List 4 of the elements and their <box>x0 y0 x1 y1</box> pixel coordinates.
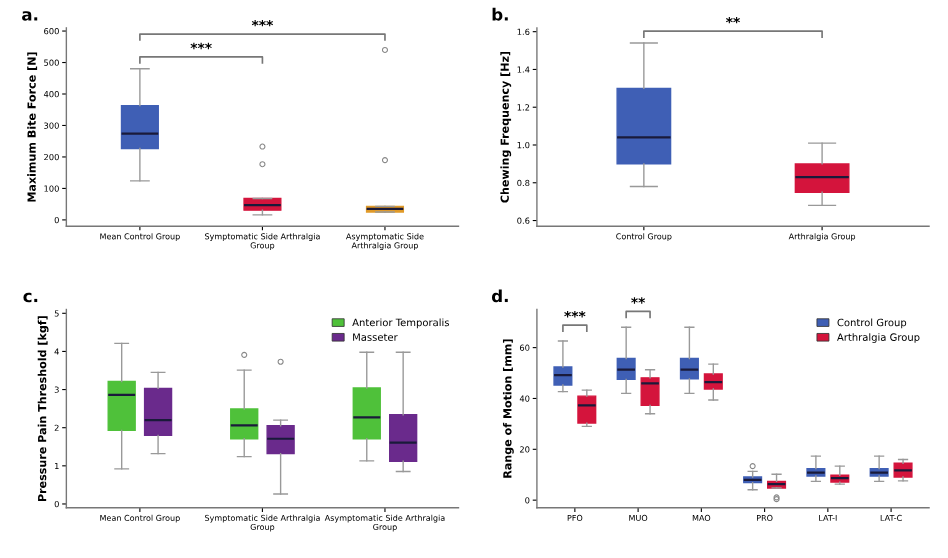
text: c. <box>23 292 38 303</box>
text: d. <box>491 289 508 303</box>
text: a. <box>22 11 38 21</box>
text: b. <box>492 7 508 21</box>
